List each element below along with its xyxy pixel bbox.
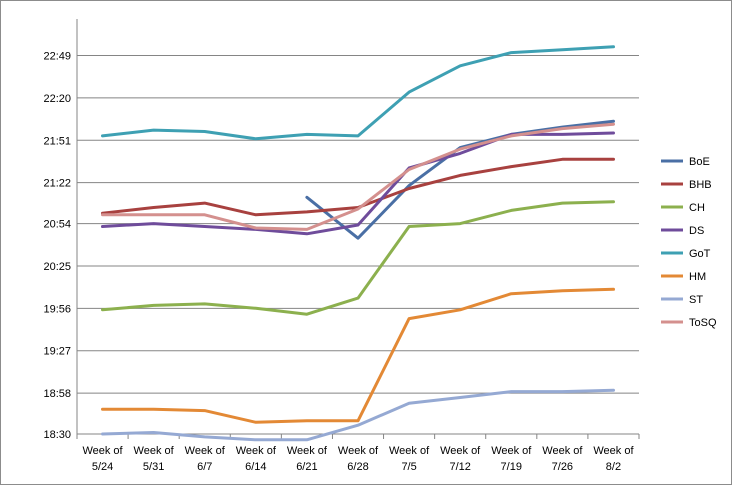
x-tick-label: Week of 6/14 <box>236 445 277 473</box>
x-tick-label: Week of 6/7 <box>185 445 226 473</box>
x-tick-label: Week of 8/2 <box>593 445 634 473</box>
y-tick-label: 22:20 <box>43 93 71 105</box>
series-line-st <box>101 388 615 442</box>
x-tick-label: Week of 7/12 <box>440 445 481 473</box>
legend-label: DS <box>689 225 704 237</box>
series-line-ch <box>101 200 615 316</box>
x-tick-label: Week of 6/21 <box>287 445 328 473</box>
y-tick-label: 22:49 <box>43 51 71 63</box>
y-tick-label: 21:22 <box>43 178 71 190</box>
x-axis: Week of 5/24 Week of 5/31 Week of 6/7 Week of 6… <box>76 433 640 473</box>
series-line-got <box>101 45 615 141</box>
y-axis: 18:30 18:58 19:27 19:56 20:25 20:54 21:22 21:51… <box>43 19 78 441</box>
y-tick-label: 20:25 <box>43 261 71 273</box>
legend-label: CH <box>689 202 705 214</box>
legend-label: ST <box>689 294 703 306</box>
y-tick-label: 20:54 <box>43 219 71 231</box>
legend-label: HM <box>689 271 706 283</box>
x-tick-label: Week of 7/5 <box>389 445 430 473</box>
series-line-boe <box>305 119 615 240</box>
grid-lines <box>77 55 639 435</box>
x-tick-label: Week of 5/31 <box>134 445 175 473</box>
y-tick-label: 19:56 <box>43 303 71 315</box>
series-line-tosq <box>101 122 615 231</box>
series-line-ds <box>101 131 615 236</box>
x-tick-label: Week of 5/24 <box>82 445 123 473</box>
y-tick-label: 18:30 <box>43 429 71 441</box>
legend-label: GoT <box>689 248 711 260</box>
y-tick-label: 18:58 <box>43 388 71 400</box>
x-tick-label: Week of 7/19 <box>491 445 532 473</box>
series-lines <box>101 45 615 442</box>
y-tick-label: 21:51 <box>43 135 71 147</box>
x-tick-label: Week of 7/26 <box>542 445 583 473</box>
series-line-hm <box>101 287 615 424</box>
legend-label: ToSQ <box>689 317 717 329</box>
legend: BoE BHB CH DS GoT HM ST ToSQ <box>661 156 717 329</box>
legend-label: BoE <box>689 156 710 168</box>
legend-label: BHB <box>689 179 712 191</box>
x-tick-label: Week of 6/28 <box>338 445 379 473</box>
y-tick-label: 19:27 <box>43 346 71 358</box>
